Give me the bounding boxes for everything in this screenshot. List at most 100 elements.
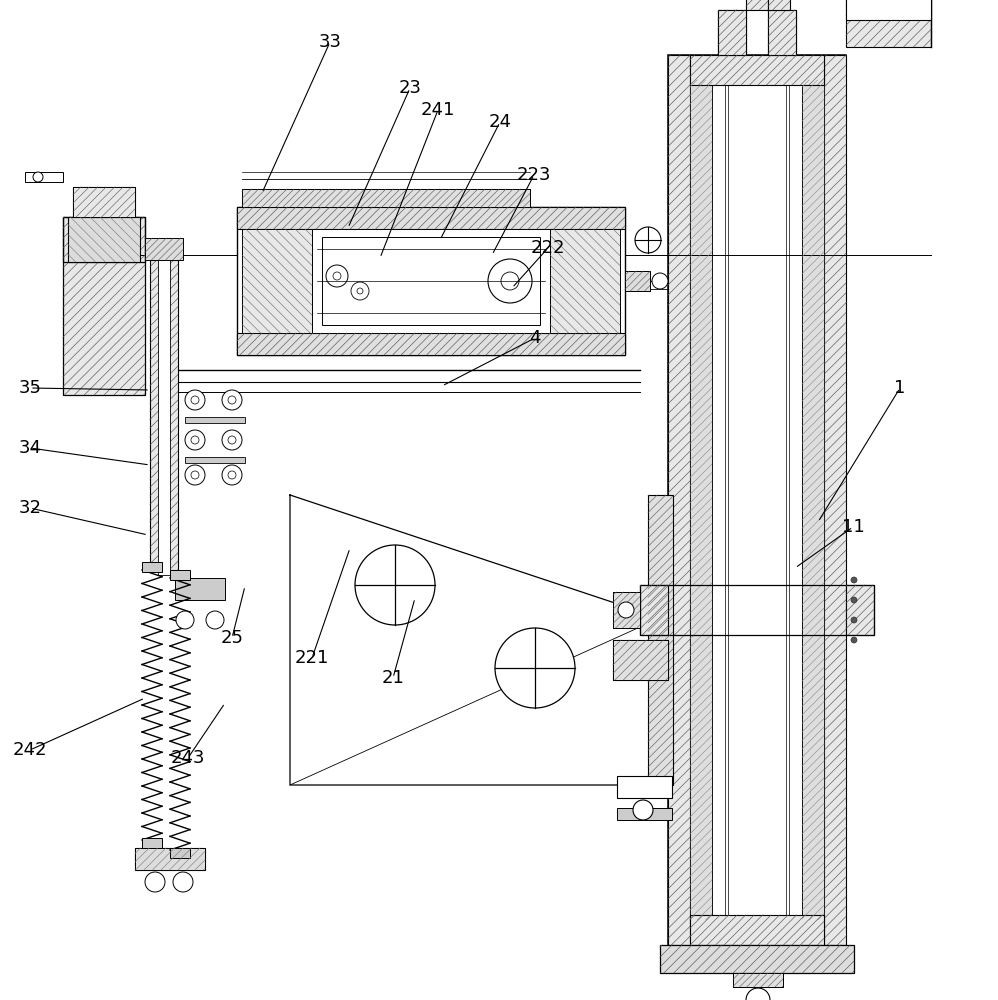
- Polygon shape: [242, 189, 530, 207]
- Circle shape: [222, 390, 242, 410]
- Polygon shape: [73, 187, 135, 217]
- Polygon shape: [175, 578, 225, 600]
- Polygon shape: [135, 848, 205, 870]
- Circle shape: [191, 436, 199, 444]
- Circle shape: [333, 272, 341, 280]
- Polygon shape: [237, 207, 625, 355]
- Text: 25: 25: [221, 629, 244, 647]
- Polygon shape: [690, 55, 824, 85]
- Circle shape: [185, 390, 205, 410]
- Polygon shape: [690, 915, 824, 945]
- Polygon shape: [242, 229, 312, 333]
- Polygon shape: [613, 640, 668, 680]
- Polygon shape: [733, 973, 783, 987]
- Polygon shape: [135, 848, 205, 870]
- Text: 221: 221: [294, 649, 329, 667]
- Polygon shape: [617, 808, 672, 820]
- Polygon shape: [690, 80, 712, 920]
- Circle shape: [851, 597, 857, 603]
- Circle shape: [191, 396, 199, 404]
- Text: 21: 21: [381, 669, 404, 687]
- Circle shape: [326, 265, 348, 287]
- Circle shape: [355, 545, 435, 625]
- Circle shape: [222, 465, 242, 485]
- Polygon shape: [237, 333, 625, 355]
- Text: 242: 242: [13, 741, 47, 759]
- Circle shape: [633, 800, 653, 820]
- Circle shape: [618, 602, 634, 618]
- Polygon shape: [170, 570, 190, 580]
- Circle shape: [652, 273, 668, 289]
- Polygon shape: [73, 187, 135, 217]
- Text: 24: 24: [488, 113, 512, 131]
- Polygon shape: [824, 55, 846, 945]
- Polygon shape: [660, 945, 854, 973]
- Polygon shape: [312, 229, 550, 333]
- Polygon shape: [668, 55, 846, 945]
- Circle shape: [501, 272, 519, 290]
- Polygon shape: [170, 848, 190, 858]
- Text: 34: 34: [19, 439, 42, 457]
- Polygon shape: [768, 10, 796, 55]
- Circle shape: [191, 471, 199, 479]
- Polygon shape: [142, 838, 162, 848]
- Circle shape: [173, 872, 193, 892]
- Circle shape: [495, 628, 575, 708]
- Polygon shape: [150, 260, 178, 570]
- Polygon shape: [648, 495, 673, 785]
- Polygon shape: [63, 217, 145, 395]
- Text: 223: 223: [517, 166, 551, 184]
- Polygon shape: [802, 80, 824, 920]
- Text: 241: 241: [421, 101, 455, 119]
- Polygon shape: [185, 417, 245, 423]
- Polygon shape: [846, 585, 874, 635]
- Polygon shape: [550, 229, 620, 333]
- Polygon shape: [625, 271, 650, 291]
- Circle shape: [851, 577, 857, 583]
- Polygon shape: [625, 271, 650, 291]
- Polygon shape: [640, 585, 668, 635]
- Circle shape: [176, 611, 194, 629]
- Polygon shape: [613, 592, 640, 628]
- Polygon shape: [158, 255, 170, 575]
- Text: 33: 33: [318, 33, 341, 51]
- Text: 11: 11: [841, 518, 864, 536]
- Circle shape: [851, 617, 857, 623]
- Polygon shape: [242, 189, 530, 207]
- Polygon shape: [746, 0, 768, 10]
- Text: 32: 32: [19, 499, 42, 517]
- Text: 35: 35: [19, 379, 42, 397]
- Circle shape: [228, 396, 236, 404]
- Circle shape: [488, 259, 532, 303]
- Polygon shape: [846, 0, 931, 20]
- Circle shape: [228, 436, 236, 444]
- Polygon shape: [617, 776, 672, 798]
- Text: 243: 243: [171, 749, 206, 767]
- Circle shape: [185, 430, 205, 450]
- Polygon shape: [25, 172, 63, 182]
- Polygon shape: [846, 0, 931, 47]
- Circle shape: [746, 988, 770, 1000]
- Circle shape: [357, 288, 363, 294]
- Circle shape: [145, 872, 165, 892]
- Polygon shape: [142, 562, 162, 572]
- Circle shape: [228, 471, 236, 479]
- Text: 4: 4: [529, 329, 541, 347]
- Polygon shape: [145, 238, 183, 260]
- Circle shape: [222, 430, 242, 450]
- Polygon shape: [768, 0, 790, 10]
- Text: 222: 222: [531, 239, 565, 257]
- Circle shape: [33, 172, 43, 182]
- Polygon shape: [322, 237, 540, 325]
- Circle shape: [351, 282, 369, 300]
- Circle shape: [851, 637, 857, 643]
- Text: 23: 23: [398, 79, 421, 97]
- Polygon shape: [613, 640, 668, 680]
- Polygon shape: [733, 973, 783, 987]
- Polygon shape: [718, 10, 746, 55]
- Circle shape: [206, 611, 224, 629]
- Polygon shape: [185, 457, 245, 463]
- Circle shape: [635, 227, 661, 253]
- Polygon shape: [613, 592, 640, 628]
- Polygon shape: [237, 207, 625, 229]
